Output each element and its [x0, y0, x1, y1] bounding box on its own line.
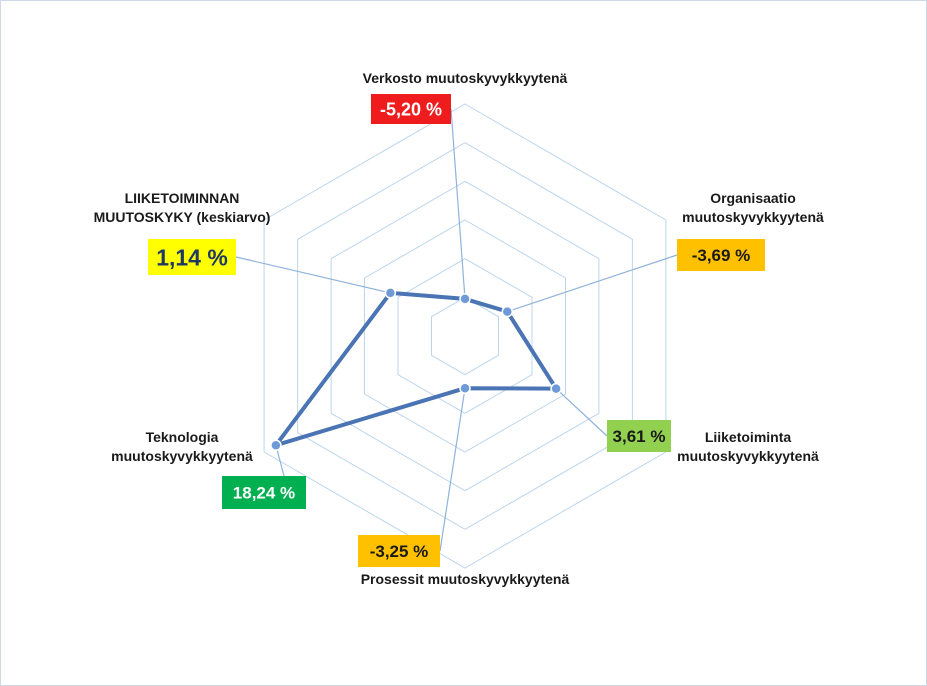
- leader-line: [439, 388, 466, 552]
- grid-ring: [297, 142, 633, 530]
- value-badge: [148, 239, 236, 275]
- radar-labels: Verkosto muutoskyvykkyytenä -5,20 % Organi…: [94, 70, 824, 587]
- leader-line: [555, 388, 608, 437]
- radar-series: [235, 108, 678, 552]
- axis-label-line: Prosessit muutoskyvykkyytenä: [361, 571, 570, 587]
- axis-label: Verkosto muutoskyvykkyytenä: [363, 70, 568, 86]
- value-label: 3,61 %: [613, 427, 666, 446]
- data-point: [550, 382, 562, 395]
- axis-label-line: Verkosto muutoskyvykkyytenä: [363, 70, 568, 86]
- leader-line: [450, 108, 466, 299]
- axis-label: Teknologia muutoskyvykkyytenä: [111, 429, 253, 464]
- leader-line: [507, 254, 678, 313]
- axis-label-line: muutoskyvykkyytenä: [677, 448, 819, 464]
- value-label: -3,25 %: [370, 542, 429, 561]
- data-point: [501, 305, 514, 318]
- series-line: [273, 290, 559, 448]
- value-badge: [677, 239, 765, 271]
- axis-label: Liiketoiminta muutoskyvykkyytenä: [677, 429, 819, 464]
- axis-label-line: Organisaatio: [710, 190, 796, 206]
- grid-ring: [397, 258, 533, 414]
- data-point: [459, 293, 471, 305]
- data-point: [270, 439, 282, 451]
- value-label: -3,69 %: [692, 246, 751, 265]
- value-badge: [371, 94, 451, 124]
- value-label: 18,24 %: [233, 484, 295, 503]
- grid-ring: [330, 180, 600, 492]
- grid-ring: [431, 296, 499, 376]
- data-point: [384, 287, 397, 299]
- axis-label-line: muutoskyvykkyytenä: [682, 209, 824, 225]
- radar-grid: [263, 103, 667, 569]
- axis-label-line: MUUTOSKYKY (keskiarvo): [94, 209, 271, 225]
- grid-ring: [364, 219, 566, 453]
- axis-label-line: muutoskyvykkyytenä: [111, 448, 253, 464]
- data-point: [459, 382, 471, 394]
- value-badge: [222, 476, 306, 509]
- axis-label-line: Liiketoiminta: [705, 429, 792, 445]
- leader-line: [235, 256, 391, 294]
- axis-label: Organisaatio muutoskyvykkyytenä: [682, 190, 824, 225]
- value-badge: [358, 535, 440, 567]
- axis-label: LIIKETOIMINNAN MUUTOSKYKY (keskiarvo): [94, 190, 271, 225]
- grid-ring: [263, 103, 667, 569]
- value-label: 1,14 %: [156, 244, 228, 270]
- value-badge: [607, 420, 671, 452]
- axis-label-line: LIIKETOIMINNAN: [125, 190, 240, 206]
- axis-label-line: Teknologia: [146, 429, 219, 445]
- value-label: -5,20 %: [380, 99, 442, 119]
- axis-label: Prosessit muutoskyvykkyytenä: [361, 571, 570, 587]
